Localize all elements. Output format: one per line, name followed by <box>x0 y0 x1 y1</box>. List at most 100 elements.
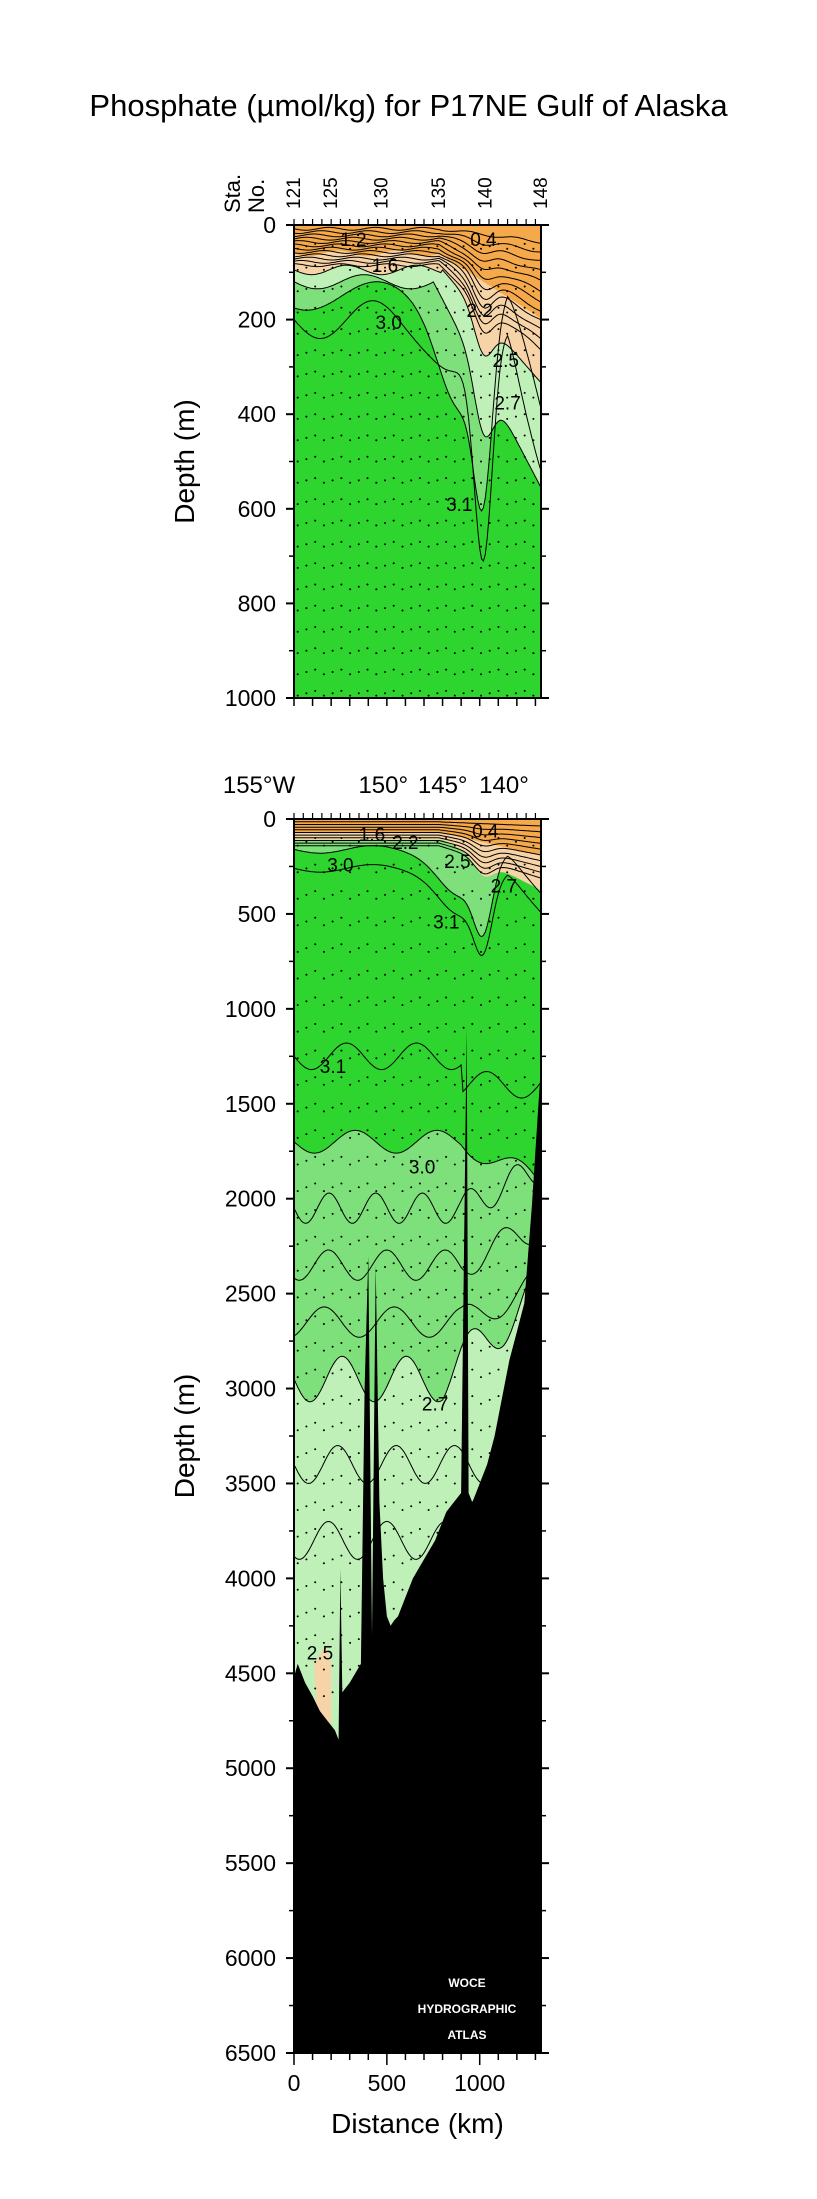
sample-dot <box>427 545 430 548</box>
sample-dot <box>427 950 430 953</box>
sample-dot <box>453 1030 456 1033</box>
sample-dot <box>506 1004 509 1006</box>
sample-dot <box>445 1129 448 1132</box>
sample-dot <box>436 245 439 248</box>
sample-dot <box>314 647 317 650</box>
sample-dot <box>506 609 509 612</box>
sample-dot <box>418 1528 421 1530</box>
sample-dot <box>296 871 299 874</box>
sample-dot <box>296 1482 299 1485</box>
sample-dot <box>488 309 491 312</box>
sample-dot <box>366 689 369 692</box>
sample-dot <box>392 1235 395 1238</box>
sample-dot <box>427 844 430 847</box>
sample-dot <box>427 1402 430 1405</box>
sample-dot <box>410 245 413 248</box>
sample-dot <box>523 1182 526 1185</box>
sample-dot <box>488 394 491 397</box>
sample-dot <box>445 562 448 565</box>
sample-dot <box>488 287 491 290</box>
sample-dot <box>296 1455 299 1458</box>
sample-dot <box>401 1269 404 1272</box>
sample-dot <box>357 947 360 950</box>
sample-dot <box>418 1474 421 1477</box>
sample-dot <box>314 1155 317 1158</box>
sample-dot <box>322 977 325 980</box>
sample-dot <box>375 396 378 399</box>
sample-dot <box>523 863 526 866</box>
sample-dot <box>340 1474 343 1477</box>
upper-contour-line <box>294 249 541 312</box>
upper-contours <box>294 226 541 563</box>
sample-dot <box>384 373 386 375</box>
sample-dot <box>410 1106 413 1109</box>
sample-dot <box>392 943 395 946</box>
sample-dot <box>296 1243 299 1246</box>
lower-contour-line <box>294 826 541 839</box>
sample-dot <box>453 1243 456 1246</box>
sample-dot <box>401 1057 404 1060</box>
sample-dot <box>445 890 448 893</box>
sample-dot <box>384 1398 386 1401</box>
sample-dot <box>497 1262 500 1265</box>
sample-dot <box>506 566 509 569</box>
sample-dot <box>480 871 482 874</box>
sample-dot <box>366 837 369 839</box>
sample-dot <box>357 543 360 546</box>
sample-dot <box>375 673 378 676</box>
sample-dot <box>436 415 439 418</box>
upper-contour-label: 0.4 <box>470 230 497 251</box>
sample-dot <box>322 1163 325 1166</box>
sample-dot <box>349 1509 352 1511</box>
sample-dot <box>462 628 465 631</box>
lower-contour-3.1-deep <box>294 1042 541 1099</box>
sample-dot <box>436 1319 439 1322</box>
sample-dot <box>488 1186 491 1189</box>
upper-contour-line <box>294 260 541 340</box>
sample-dot <box>506 332 509 335</box>
sample-dot <box>410 458 413 461</box>
sample-dot <box>392 349 395 352</box>
sample-dot <box>514 500 517 503</box>
sample-dot <box>418 916 421 919</box>
sample-dot <box>488 373 491 375</box>
sample-dot <box>322 375 325 378</box>
sample-dot <box>314 1182 317 1185</box>
sample-dot <box>436 564 439 567</box>
sample-dot <box>497 647 500 650</box>
sample-dot <box>453 566 456 569</box>
sample-dot <box>480 1004 482 1006</box>
sample-dot <box>392 837 395 839</box>
sample-dot <box>506 247 509 250</box>
sample-dot <box>366 1102 369 1105</box>
sample-dot <box>401 481 404 484</box>
sample-dot <box>340 519 343 522</box>
sample-dot <box>384 1531 386 1534</box>
sample-dot <box>366 455 369 458</box>
sample-dot <box>331 1585 334 1587</box>
upper-contour-line <box>294 256 541 330</box>
sample-dot <box>445 264 448 267</box>
sample-dot <box>497 916 500 919</box>
sample-dot <box>366 1129 369 1132</box>
upper-ytick-label: 0 <box>263 212 276 238</box>
sample-dot <box>357 628 360 631</box>
lower-xtick-label: 500 <box>368 2070 406 2096</box>
sample-dot <box>445 434 448 437</box>
sample-dot <box>375 417 378 420</box>
sample-dot <box>322 897 325 900</box>
sample-dot <box>366 916 369 919</box>
sample-dot <box>497 391 500 394</box>
sample-dot <box>340 562 343 565</box>
sample-dot <box>314 668 317 671</box>
sample-dot <box>401 673 404 676</box>
sample-dot <box>462 649 465 652</box>
sample-dot <box>357 1239 360 1242</box>
sample-dot <box>436 522 439 524</box>
sample-dot <box>366 863 369 866</box>
sample-dot <box>488 436 491 439</box>
sample-dot <box>296 1509 299 1511</box>
sample-dot <box>410 351 413 354</box>
sample-dot <box>322 1535 325 1538</box>
